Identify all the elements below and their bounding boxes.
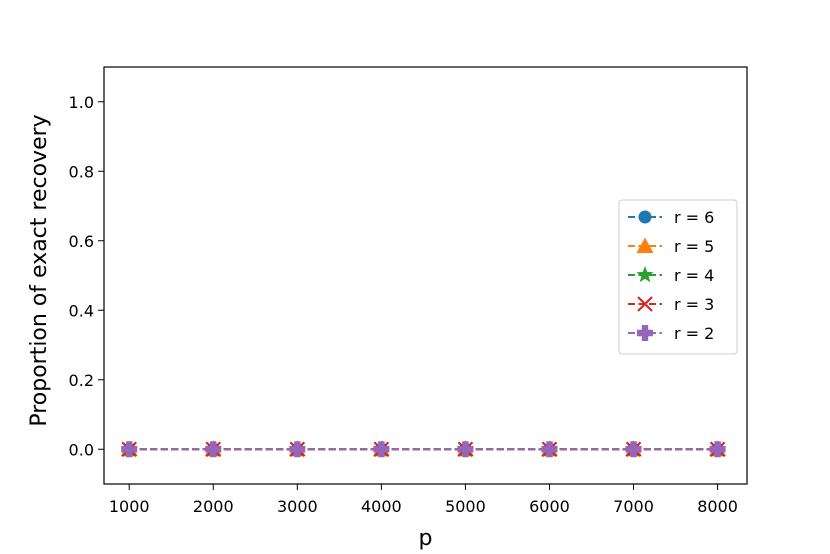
- legend-item: r = 3: [628, 295, 714, 314]
- y-tick-label: 0.0: [69, 440, 94, 459]
- legend-item: r = 5: [628, 237, 714, 256]
- data-point: [373, 441, 390, 458]
- legend-item: r = 6: [628, 208, 714, 227]
- data-point: [457, 441, 474, 458]
- legend-label: r = 6: [674, 208, 714, 227]
- y-tick-label: 0.2: [69, 371, 94, 390]
- plot-frame: [103, 66, 748, 485]
- legend-marker: [636, 266, 654, 283]
- legend-marker: [636, 237, 654, 253]
- legend-marker: [637, 296, 653, 312]
- y-tick-label: 0.8: [69, 162, 94, 181]
- legend-item: r = 4: [628, 266, 714, 285]
- data-point: [205, 441, 222, 458]
- y-axis-label: Proportion of exact recovery: [27, 114, 52, 426]
- data-point: [625, 441, 642, 458]
- y-tick-label: 0.4: [69, 301, 94, 320]
- legend: r = 6 r = 5 r = 4 r = 3 r = 2: [618, 199, 738, 355]
- legend-label: r = 5: [674, 237, 714, 256]
- y-tick-label: 0.6: [69, 232, 94, 251]
- legend-label: r = 3: [674, 295, 714, 314]
- x-tick-label: 1000: [109, 497, 150, 516]
- x-tick-label: 3000: [277, 497, 318, 516]
- x-tick-label: 4000: [361, 497, 402, 516]
- x-tick-label: 8000: [697, 497, 738, 516]
- x-axis-label: p: [419, 526, 433, 551]
- legend-label: r = 2: [674, 324, 714, 343]
- x-axis-ticks: 1000 2000 3000 4000 5000 6000 7000 8000: [109, 484, 738, 516]
- legend-label: r = 4: [674, 266, 714, 285]
- series-layer: [120, 440, 727, 458]
- legend-marker: [637, 325, 653, 341]
- data-point: [709, 441, 726, 458]
- y-axis-ticks: 0.0 0.2 0.4 0.6 0.8 1.0: [69, 93, 104, 459]
- legend-box: [618, 199, 738, 355]
- legend-marker: [638, 210, 652, 224]
- x-tick-label: 2000: [193, 497, 234, 516]
- data-point: [289, 441, 306, 458]
- data-point: [541, 441, 558, 458]
- series-5: [121, 441, 726, 458]
- x-tick-label: 6000: [529, 497, 570, 516]
- data-point: [121, 441, 138, 458]
- y-tick-label: 1.0: [69, 93, 94, 112]
- x-tick-label: 5000: [445, 497, 486, 516]
- legend-item: r = 2: [628, 324, 714, 343]
- x-tick-label: 7000: [613, 497, 654, 516]
